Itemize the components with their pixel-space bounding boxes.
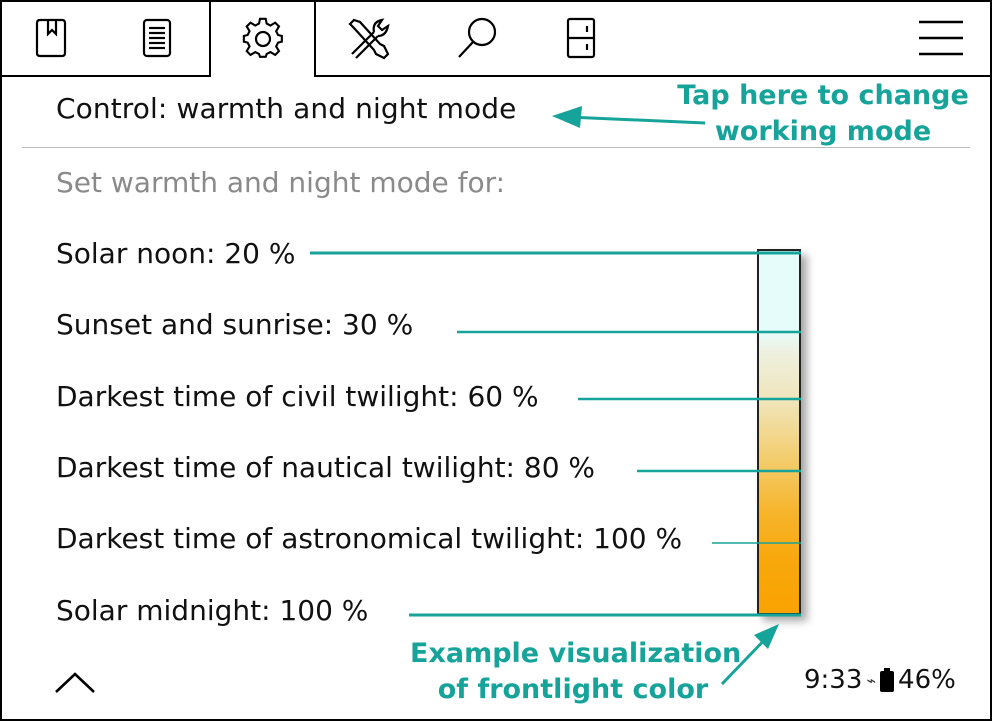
item-sunset-sunrise[interactable]: Sunset and sunrise: 30 %: [56, 308, 414, 341]
page-up-button[interactable]: [52, 664, 98, 698]
top-toolbar: [0, 0, 992, 78]
gear-icon: [242, 17, 283, 58]
battery-level: 46%: [898, 665, 956, 695]
annotation-viz-line2: of frontlight color: [437, 674, 709, 705]
clock: 9:33: [804, 665, 863, 695]
bookmark-icon: [35, 18, 67, 57]
annotation-mode-line2: working mode: [714, 116, 932, 147]
item-solar-midnight[interactable]: Solar midnight: 100 %: [56, 594, 369, 627]
cabinet-icon: [566, 17, 596, 58]
tab-file-manager[interactable]: [548, 0, 614, 75]
annotation-mode-line1: Tap here to change: [677, 80, 969, 111]
wifi-off-icon: ⌁: [866, 670, 877, 690]
item-civil-twilight[interactable]: Darkest time of civil twilight: 60 %: [56, 380, 539, 413]
search-icon: [458, 17, 497, 58]
tools-icon: [348, 17, 390, 59]
tab-settings[interactable]: [228, 0, 298, 75]
divider: [22, 147, 970, 148]
annotation-viz-line1: Example visualization: [410, 638, 742, 669]
hamburger-menu-icon: [919, 20, 963, 55]
status-bar: 9:33 ⌁ 46%: [804, 665, 956, 695]
annotation-visualization: Example visualization of frontlight colo…: [410, 636, 742, 708]
annotation-mode: Tap here to change working mode: [676, 78, 970, 150]
item-nautical-twilight[interactable]: Darkest time of nautical twilight: 80 %: [56, 451, 596, 484]
tab-search[interactable]: [444, 0, 510, 75]
tab-document[interactable]: [124, 0, 190, 75]
toolbar-bottom-border: [315, 75, 992, 77]
battery-icon: [880, 668, 895, 692]
active-tab-left-border: [209, 0, 211, 77]
toolbar-bottom-border: [0, 75, 211, 77]
tab-tools[interactable]: [336, 0, 402, 75]
menu-button[interactable]: [906, 0, 976, 75]
chevron-up-icon: [55, 672, 95, 693]
tab-bookmark[interactable]: [18, 0, 84, 75]
item-solar-noon[interactable]: Solar noon: 20 %: [56, 237, 296, 270]
frontlight-color-bar: [757, 249, 801, 615]
active-tab-right-border: [314, 0, 316, 77]
document-icon: [142, 18, 172, 57]
section-subtitle: Set warmth and night mode for:: [56, 166, 506, 199]
working-mode-selector[interactable]: Control: warmth and night mode: [56, 92, 517, 125]
item-astronomical-twilight[interactable]: Darkest time of astronomical twilight: 1…: [56, 522, 683, 555]
